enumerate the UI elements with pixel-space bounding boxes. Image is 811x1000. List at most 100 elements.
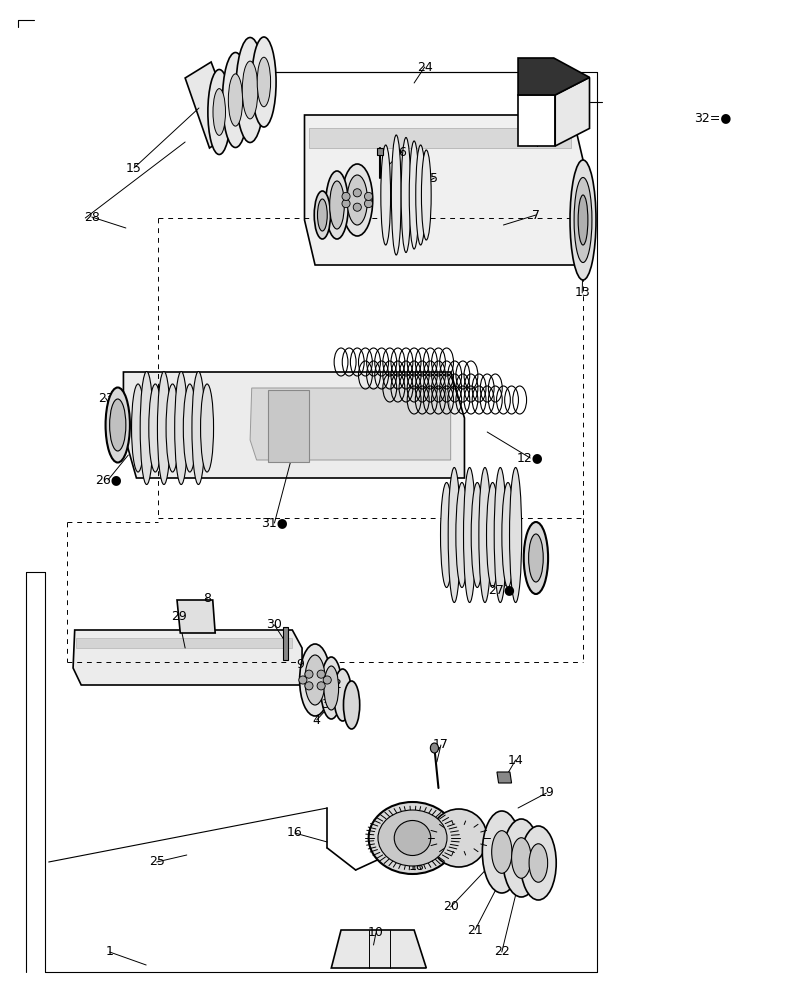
- Circle shape: [305, 670, 313, 678]
- Circle shape: [305, 682, 313, 690]
- Text: 13: 13: [573, 286, 590, 299]
- Ellipse shape: [455, 483, 467, 588]
- Ellipse shape: [368, 802, 456, 874]
- Ellipse shape: [415, 145, 425, 245]
- Polygon shape: [331, 930, 426, 968]
- Text: 27●: 27●: [488, 583, 514, 596]
- Text: 11: 11: [531, 568, 547, 581]
- Circle shape: [316, 670, 324, 678]
- Ellipse shape: [511, 838, 530, 878]
- Ellipse shape: [212, 89, 225, 135]
- Text: 12●: 12●: [517, 452, 543, 464]
- Text: 5: 5: [430, 172, 438, 184]
- Ellipse shape: [320, 657, 341, 719]
- Ellipse shape: [421, 150, 431, 240]
- Text: 21: 21: [466, 924, 483, 936]
- Text: 2: 2: [333, 678, 341, 692]
- Text: 24: 24: [416, 61, 432, 74]
- Ellipse shape: [140, 371, 153, 485]
- Ellipse shape: [448, 468, 460, 602]
- Circle shape: [341, 200, 350, 208]
- Ellipse shape: [236, 38, 264, 143]
- Text: 28: 28: [84, 211, 100, 224]
- Text: 10: 10: [367, 926, 384, 940]
- Ellipse shape: [528, 534, 543, 582]
- Ellipse shape: [325, 171, 348, 239]
- Ellipse shape: [529, 844, 547, 882]
- Ellipse shape: [157, 371, 170, 485]
- Ellipse shape: [486, 483, 498, 588]
- Text: 15: 15: [126, 162, 142, 175]
- Ellipse shape: [482, 811, 521, 893]
- Polygon shape: [123, 372, 464, 478]
- Text: 32=●: 32=●: [693, 112, 731, 125]
- Circle shape: [298, 676, 307, 684]
- Text: 31●: 31●: [261, 516, 287, 530]
- Ellipse shape: [380, 145, 390, 245]
- Ellipse shape: [502, 819, 539, 897]
- Text: 25: 25: [148, 855, 165, 868]
- Ellipse shape: [251, 37, 276, 127]
- Ellipse shape: [347, 175, 367, 225]
- Text: 18: 18: [408, 860, 424, 874]
- Ellipse shape: [501, 483, 513, 588]
- Polygon shape: [177, 600, 215, 633]
- Text: 23: 23: [97, 391, 114, 404]
- Ellipse shape: [343, 681, 359, 729]
- Text: 9: 9: [296, 658, 304, 672]
- Ellipse shape: [200, 384, 213, 472]
- Ellipse shape: [520, 826, 556, 900]
- Ellipse shape: [131, 384, 144, 472]
- Ellipse shape: [378, 810, 446, 866]
- Circle shape: [316, 682, 324, 690]
- Polygon shape: [376, 148, 383, 155]
- Polygon shape: [76, 638, 292, 648]
- Circle shape: [364, 200, 372, 208]
- Ellipse shape: [105, 387, 130, 462]
- Polygon shape: [308, 128, 570, 148]
- Ellipse shape: [463, 468, 475, 602]
- Ellipse shape: [341, 164, 372, 236]
- Text: 8: 8: [203, 591, 211, 604]
- Ellipse shape: [191, 371, 204, 485]
- Polygon shape: [496, 772, 511, 783]
- Text: 3: 3: [320, 698, 328, 711]
- Ellipse shape: [478, 468, 491, 602]
- Polygon shape: [73, 630, 302, 685]
- Ellipse shape: [305, 655, 324, 705]
- Text: 4: 4: [312, 713, 320, 726]
- Ellipse shape: [470, 483, 483, 588]
- Ellipse shape: [174, 371, 187, 485]
- Text: 17: 17: [432, 738, 448, 752]
- Ellipse shape: [242, 61, 258, 119]
- Ellipse shape: [569, 160, 595, 280]
- Circle shape: [353, 189, 361, 197]
- Ellipse shape: [577, 195, 587, 245]
- Text: KIT: KIT: [518, 116, 535, 126]
- Polygon shape: [517, 58, 589, 95]
- Ellipse shape: [494, 468, 506, 602]
- Text: 26●: 26●: [95, 474, 121, 487]
- Ellipse shape: [208, 70, 230, 155]
- Circle shape: [323, 676, 331, 684]
- Text: 7: 7: [531, 209, 539, 222]
- Polygon shape: [555, 77, 589, 146]
- Ellipse shape: [509, 468, 521, 602]
- Text: KIT: KIT: [563, 108, 581, 118]
- Polygon shape: [304, 115, 582, 265]
- Text: 14: 14: [507, 754, 523, 766]
- Ellipse shape: [148, 384, 161, 472]
- Polygon shape: [250, 388, 450, 460]
- Ellipse shape: [394, 820, 430, 855]
- Text: 22: 22: [493, 945, 509, 958]
- Ellipse shape: [333, 669, 351, 721]
- Ellipse shape: [523, 522, 547, 594]
- Ellipse shape: [491, 831, 511, 873]
- Ellipse shape: [401, 138, 410, 253]
- Ellipse shape: [409, 141, 418, 249]
- Ellipse shape: [324, 666, 338, 710]
- Text: 19: 19: [538, 786, 554, 800]
- Ellipse shape: [222, 52, 248, 148]
- Circle shape: [353, 203, 361, 211]
- Ellipse shape: [228, 74, 242, 126]
